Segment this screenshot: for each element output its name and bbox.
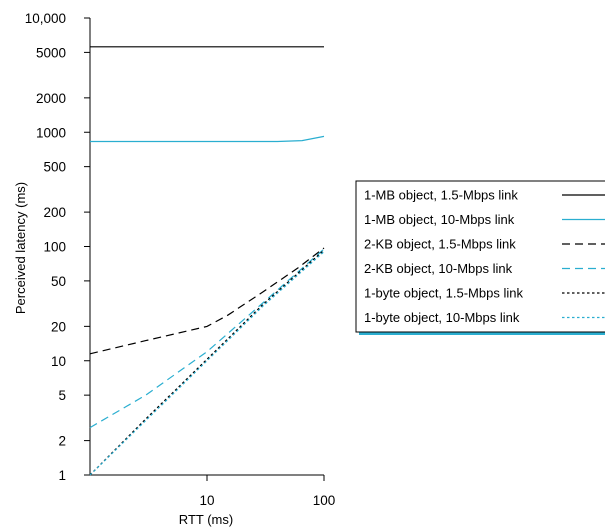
- y-tick-label: 10: [51, 354, 66, 369]
- legend-label: 2-KB object, 10-Mbps link: [364, 261, 513, 276]
- y-tick-label: 1: [58, 468, 66, 483]
- legend-box: [355, 180, 605, 333]
- y-tick-label: 5000: [36, 45, 66, 60]
- legend-label: 1-MB object, 1.5-Mbps link: [364, 188, 518, 203]
- x-tick-label: 10: [199, 493, 214, 508]
- y-tick-label: 10,000: [25, 11, 66, 26]
- series-line-1-byte-object-10-mbps-link: [89, 251, 325, 476]
- y-axis-title: Perceived latency (ms): [13, 182, 28, 314]
- series-line-2-kb-object-10-mbps-link: [89, 248, 325, 429]
- y-tick-label: 1000: [36, 125, 66, 140]
- legend-label: 2-KB object, 1.5-Mbps link: [364, 237, 516, 252]
- y-tick-label: 2000: [36, 91, 66, 106]
- y-tick-label: 5: [58, 388, 66, 403]
- series-line-1-byte-object-1-5-mbps-link: [89, 249, 325, 476]
- series-line-2-kb-object-1-5-mbps-link: [89, 247, 325, 355]
- x-tick-label: 100: [313, 493, 336, 508]
- y-tick-label: 500: [43, 160, 66, 175]
- series-layer: [89, 46, 325, 476]
- legend-label: 1-byte object, 1.5-Mbps link: [364, 286, 523, 301]
- y-tick-label: 50: [51, 274, 66, 289]
- legend: 1-MB object, 1.5-Mbps link 1-MB object, 1…: [355, 180, 605, 335]
- y-tick-label: 20: [51, 319, 66, 334]
- legend-label: 1-MB object, 10-Mbps link: [364, 212, 515, 227]
- x-axis-title: RTT (ms): [179, 512, 233, 527]
- y-tick-label: 2: [58, 434, 66, 449]
- y-tick-label: 100: [43, 240, 66, 255]
- y-tick-label: 200: [43, 205, 66, 220]
- legend-label: 1-byte object, 10-Mbps link: [364, 310, 520, 325]
- axes: 1 2 5 10 20 50 100 200 500 1000 2000 5000 10,000 10 10…: [25, 11, 336, 508]
- series-line-1-mb-object-10-mbps-link: [90, 135, 325, 143]
